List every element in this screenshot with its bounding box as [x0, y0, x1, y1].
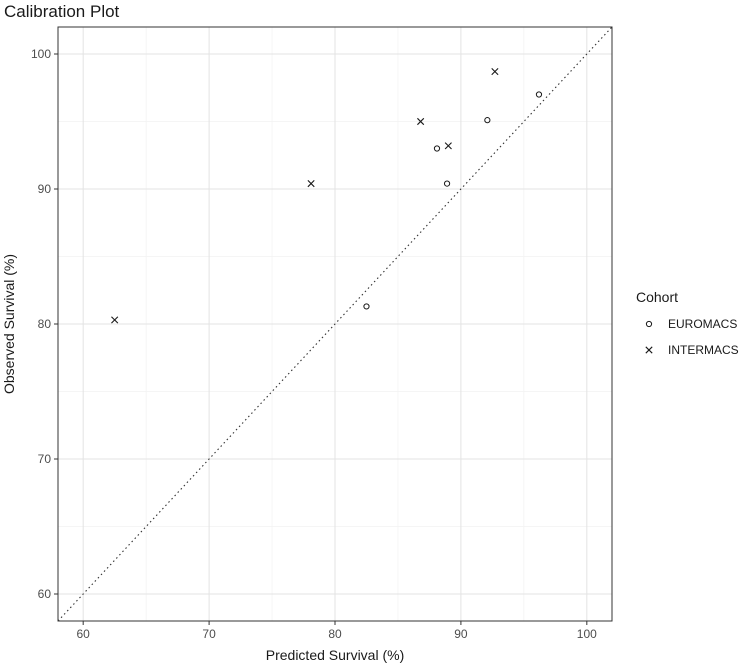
- euromacs-point: [535, 91, 543, 98]
- grid-lines: [58, 27, 612, 621]
- y-tick-label: 100: [31, 47, 51, 61]
- x-tick-label: 70: [202, 627, 216, 641]
- x-tick-label: 90: [454, 627, 468, 641]
- y-tick-label: 60: [38, 587, 52, 601]
- intermacs-point: [417, 117, 425, 126]
- data-points: [111, 67, 543, 324]
- reference-line-layer: [57, 26, 613, 622]
- intermacs-point: [444, 142, 452, 150]
- reference-line: [57, 26, 613, 622]
- intermacs-point: [491, 67, 499, 76]
- x-tick-label: 60: [77, 627, 91, 641]
- y-axis-title: Observed Survival (%): [1, 254, 17, 394]
- x-axis-title: Predicted Survival (%): [266, 647, 405, 663]
- legend-title: Cohort: [636, 289, 678, 305]
- euromacs-point: [484, 117, 491, 124]
- euromacs-point: [433, 145, 441, 152]
- y-tick-label: 80: [38, 317, 52, 331]
- y-tick-label: 90: [38, 182, 52, 196]
- chart-title: Calibration Plot: [4, 2, 120, 21]
- legend-key-euromacs: [645, 320, 653, 328]
- intermacs-point: [307, 180, 315, 188]
- euromacs-point: [363, 303, 370, 310]
- axis-ticks: 60 70 80 90 100 60 70 80 90 100: [31, 47, 597, 641]
- x-tick-label: 100: [577, 627, 597, 641]
- legend-label-intermacs: INTERMACS: [668, 343, 739, 357]
- legend: Cohort EUROMACS INTERMACS: [636, 289, 739, 357]
- legend-key-intermacs: [645, 346, 653, 354]
- y-tick-label: 70: [38, 452, 52, 466]
- legend-label-euromacs: EUROMACS: [668, 317, 737, 331]
- euromacs-point: [443, 180, 451, 187]
- intermacs-point: [111, 316, 119, 324]
- x-tick-label: 80: [328, 627, 342, 641]
